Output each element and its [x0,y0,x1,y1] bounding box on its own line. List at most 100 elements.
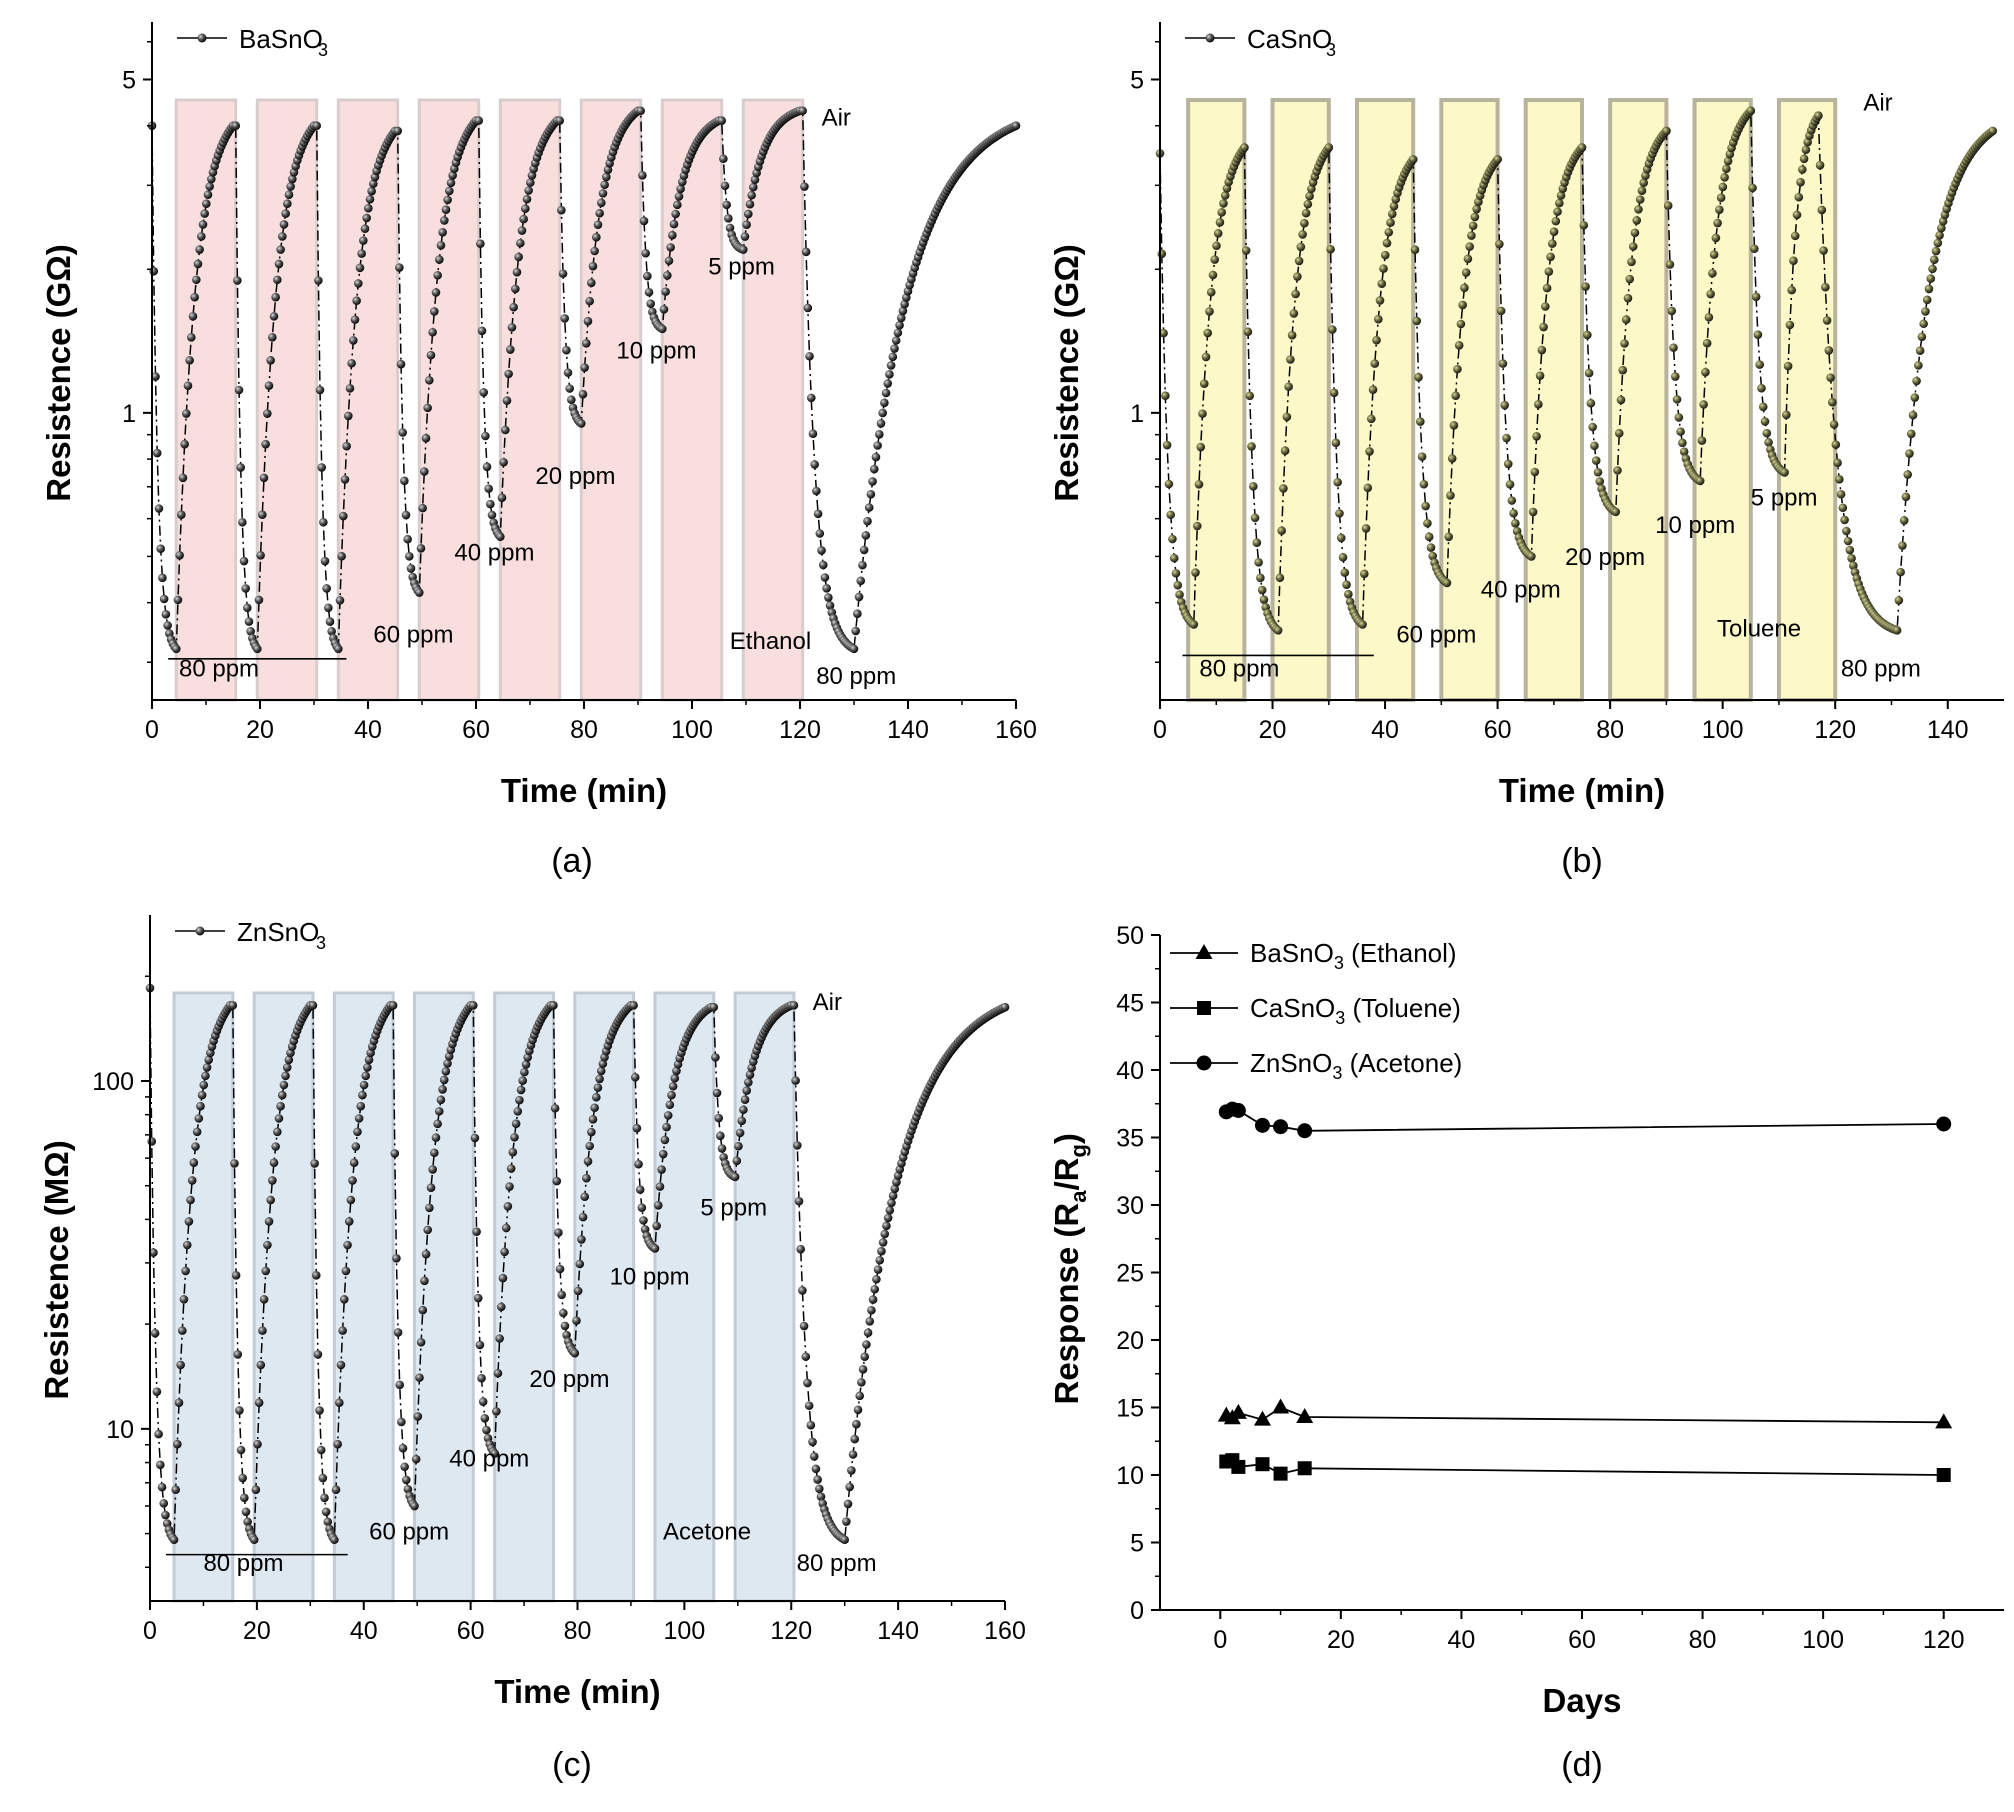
data-point [448,171,457,180]
annotation: Air [1863,90,1892,117]
data-point [881,388,891,398]
data-point [1760,417,1770,426]
legend-marker [195,926,205,936]
data-point [515,1095,524,1105]
data-point [1718,182,1728,192]
data-point [873,441,882,450]
data-point [1328,325,1337,334]
panel-label: (b) [1561,842,1603,880]
data-point [562,1330,571,1340]
data-point [1821,282,1830,292]
data-point [1191,568,1200,577]
data-point [401,1475,411,1485]
data-point [503,1201,513,1211]
data-point [745,199,755,209]
data-point [1254,1117,1270,1133]
y-tick-label: 5 [1130,67,1144,95]
concentration-label: 10 ppm [610,1263,690,1290]
data-point [1748,183,1757,193]
data-point [1898,541,1907,550]
data-point [397,1417,406,1427]
data-point [516,1085,526,1095]
data-point [1358,620,1367,629]
data-point [900,299,909,309]
gas-exposure-band [413,991,475,1603]
data-point [1628,242,1638,251]
data-point [403,1484,413,1494]
data-point [1189,620,1199,629]
x-tick-label: 20 [243,1617,271,1645]
data-point [479,388,488,397]
data-point [593,1083,603,1092]
data-point [744,209,753,219]
series-line [1226,1459,1944,1476]
x-tick-label: 160 [995,716,1037,744]
data-point [1819,246,1828,255]
data-point [509,302,518,312]
data-point [474,116,484,125]
data-point [1275,573,1285,583]
data-point [398,1443,408,1453]
data-point [369,179,378,189]
data-point [158,573,167,583]
data-point [1921,307,1930,316]
data-point [868,477,877,486]
data-point [1511,518,1520,528]
x-tick-label: 0 [1153,716,1167,744]
data-point [1502,433,1511,443]
data-point [1416,417,1425,426]
data-point [1826,373,1835,382]
data-point [490,1449,499,1458]
data-point [1662,126,1671,136]
data-point [803,303,813,313]
data-point [279,220,289,229]
data-point [179,1295,189,1304]
data-point [1220,191,1230,200]
data-point [646,299,655,308]
data-point [1424,532,1434,542]
data-point [1331,438,1341,448]
data-point [228,1001,238,1010]
data-point [1713,218,1722,228]
data-point [1787,285,1796,295]
data-point [173,595,183,605]
data-point [789,1001,799,1010]
data-point [863,516,872,526]
annotation: 80 ppm [168,656,347,683]
data-point [666,243,675,252]
air-label: Air [1863,90,1892,117]
data-point [1803,137,1812,147]
gas-exposure-band [653,991,716,1603]
data-point [361,1071,371,1081]
data-point [670,1073,680,1083]
data-point [1368,385,1378,394]
data-point [822,583,831,593]
data-point [1465,242,1474,251]
data-point [562,345,571,355]
data-point [159,1499,169,1508]
data-point [359,236,368,245]
data-point [244,617,254,626]
data-point [657,1165,666,1174]
annotation: 10 ppm [616,338,696,365]
legend-entry: BaSnO3 (Ethanol) [1170,938,1457,973]
data-point [1171,568,1181,578]
data-point [650,1244,660,1253]
y-axis-title-part: Response (R [1048,1203,1085,1405]
data-point [1701,367,1710,377]
data-point [593,220,603,229]
data-point [1708,268,1717,278]
data-point [352,296,361,305]
data-point [803,1378,812,1388]
data-point [1842,526,1851,536]
data-point [866,489,876,499]
legend-subscript: 3 [318,40,328,60]
data-point [1618,365,1628,375]
legend-label-part: CaSnO [1250,993,1335,1023]
data-point [426,350,436,360]
data-point [1845,545,1855,555]
data-point [885,1205,895,1215]
data-point [720,181,730,191]
data-point [668,1081,678,1091]
legend-marker [1196,1055,1212,1071]
